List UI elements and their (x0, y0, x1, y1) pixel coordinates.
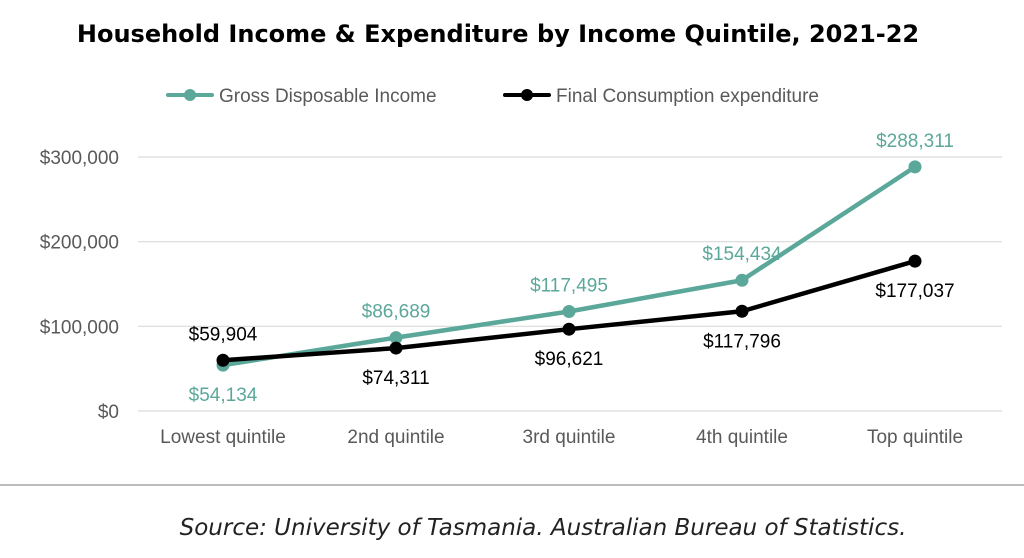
x-tick-label: 2nd quintile (347, 427, 444, 448)
data-label: $117,796 (703, 331, 781, 352)
y-tick-label: $200,000 (40, 233, 119, 254)
data-label: $288,311 (876, 131, 954, 152)
data-point (562, 322, 576, 336)
legend-swatch-marker (521, 89, 533, 101)
data-label: $117,495 (530, 276, 608, 297)
data-point (735, 304, 749, 318)
y-tick-label: $0 (98, 402, 119, 423)
legend-label: Gross Disposable Income (219, 86, 437, 107)
data-point (389, 331, 403, 345)
series-layer (216, 160, 922, 372)
gridlines (138, 156, 1002, 412)
chart-title: Household Income & Expenditure by Income… (77, 20, 919, 48)
data-label: $86,689 (362, 302, 431, 323)
y-tick-label: $300,000 (40, 148, 119, 169)
data-point (562, 305, 576, 319)
data-point (389, 341, 403, 355)
data-point (908, 160, 922, 174)
data-point (908, 254, 922, 268)
x-tick-label: Top quintile (867, 427, 963, 448)
legend: Gross Disposable Income Final Consumption… (166, 86, 819, 107)
data-label: $59,904 (189, 324, 258, 345)
x-axis: Lowest quintile 2nd quintile 3rd quintile 4… (160, 427, 963, 448)
legend-label: Final Consumption expenditure (556, 86, 819, 107)
data-label: $96,621 (535, 349, 604, 370)
x-tick-label: Lowest quintile (160, 427, 286, 448)
data-label: $54,134 (189, 385, 258, 406)
data-labels: $54,134 $86,689 $117,495 $154,434 $288,311 $5… (189, 131, 955, 406)
y-axis: $0 $100,000 $200,000 $300,000 (40, 148, 119, 423)
data-point (216, 353, 230, 367)
data-label: $177,037 (875, 281, 954, 302)
y-tick-label: $100,000 (40, 317, 119, 338)
x-tick-label: 3rd quintile (523, 427, 616, 448)
data-label: $74,311 (362, 368, 429, 389)
data-point (735, 273, 749, 287)
x-tick-label: 4th quintile (696, 427, 788, 448)
data-label: $154,434 (702, 244, 782, 265)
source-note: Source: University of Tasmania. Australi… (180, 515, 907, 541)
legend-swatch-marker (184, 89, 196, 101)
